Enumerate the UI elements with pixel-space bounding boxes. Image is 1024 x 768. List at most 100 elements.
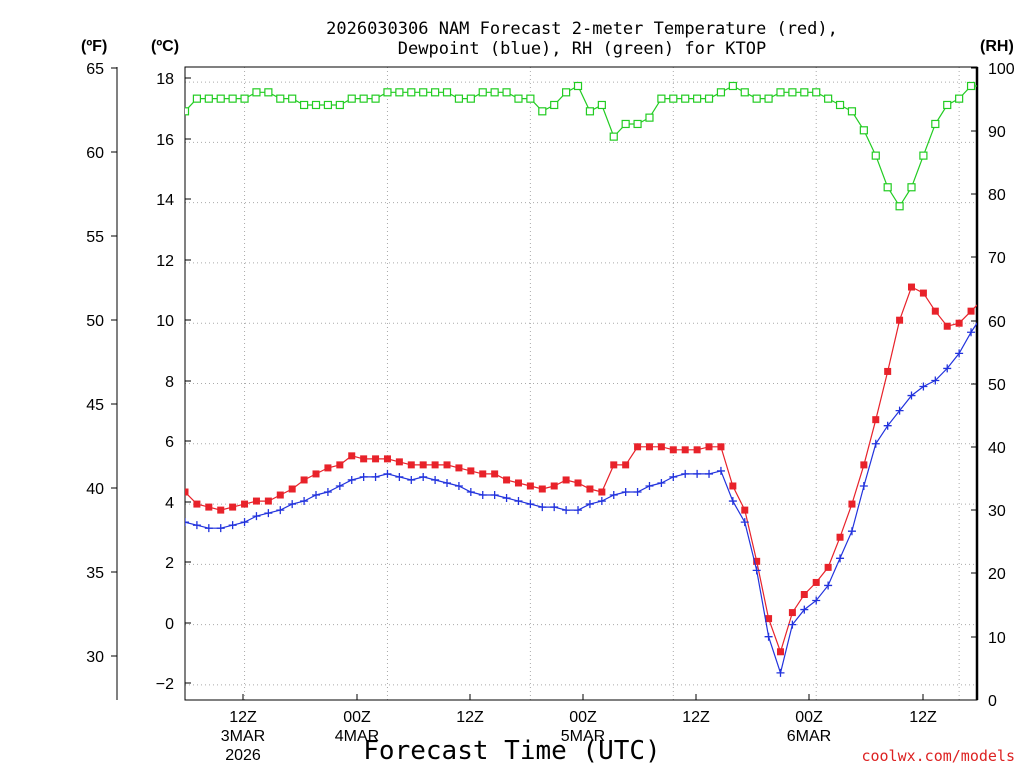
temperature-point-47 [741, 506, 749, 514]
rh-point-49 [764, 94, 773, 103]
rh-point-25 [478, 88, 487, 97]
svg-text:12Z: 12Z [229, 709, 257, 726]
dewpoint-point-56 [847, 527, 856, 536]
dewpoint-point-68 [991, 295, 999, 303]
rh-point-69 [1003, 82, 1010, 89]
celsius-tick-0: 0 [165, 616, 191, 633]
dewpoint-point-31 [550, 503, 559, 512]
temperature-point-7 [264, 497, 272, 505]
svg-text:00Z: 00Z [343, 709, 371, 726]
rh-tick-70: 70 [971, 250, 1006, 267]
rh-tick-90: 90 [971, 124, 1006, 141]
dewpoint-point-32 [562, 506, 571, 515]
temperature-point-26 [491, 470, 499, 478]
dewpoint-point-64 [943, 364, 952, 373]
rh-point-22 [442, 88, 452, 97]
temperature-point-49 [765, 615, 773, 623]
rh-unit-label: (RH) [980, 38, 1014, 55]
rh-point-2 [204, 94, 213, 103]
celsius-tick-12: 12 [156, 253, 191, 270]
dewpoint-point-28 [514, 497, 523, 506]
rh-point-30 [538, 107, 547, 116]
dewpoint-point-37 [621, 488, 630, 497]
temperature-point-13 [336, 461, 344, 469]
svg-text:90: 90 [988, 124, 1006, 141]
rh-point-28 [514, 94, 523, 103]
dewpoint-point-15 [359, 472, 368, 481]
rh-point-35 [597, 100, 606, 110]
dewpoint-point-16 [371, 472, 380, 481]
rh-point-7 [264, 88, 273, 97]
celsius-tick-4: 4 [165, 495, 191, 512]
rh-tick-30: 30 [971, 503, 1006, 520]
temperature-point-54 [824, 563, 832, 571]
svg-text:100: 100 [988, 61, 1015, 78]
svg-text:12Z: 12Z [909, 709, 937, 726]
dewpoint-point-13 [335, 481, 344, 490]
temperature-point-32 [562, 476, 570, 484]
celsius-tick-6: 6 [165, 434, 191, 451]
dewpoint-point-42 [681, 469, 690, 478]
dewpoint-point-25 [478, 491, 487, 500]
svg-text:14: 14 [156, 192, 174, 209]
dewpoint-point-33 [574, 506, 583, 515]
time-tick-00z-4mar: 00Z 4MAR [335, 694, 379, 745]
temperature-point-11 [312, 470, 320, 478]
temperature-point-43 [693, 446, 701, 454]
dewpoint-point-27 [502, 494, 511, 503]
dewpoint-point-0 [185, 518, 189, 527]
rh-tick-40: 40 [971, 440, 1006, 457]
temperature-point-27 [503, 476, 511, 484]
temperature-point-59 [884, 367, 892, 375]
dewpoint-point-12 [323, 488, 332, 497]
dewpoint-point-49 [764, 632, 773, 641]
dewpoint-point-50 [776, 668, 785, 677]
celsius-tick-8: 8 [165, 374, 191, 391]
rh-point-33 [573, 81, 583, 91]
svg-text:−2: −2 [156, 676, 174, 693]
svg-text:60: 60 [86, 145, 104, 162]
dewpoint-point-67 [979, 310, 987, 318]
rh-tick-10: 10 [971, 630, 1006, 647]
rh-tick-80: 80 [971, 187, 1006, 204]
temperature-point-66 [967, 307, 975, 315]
celsius-unit-label: (ºC) [151, 38, 179, 55]
rh-point-6 [252, 88, 261, 97]
temperature-point-45 [717, 443, 725, 451]
dewpoint-point-6 [252, 512, 261, 521]
rh-point-38 [633, 119, 642, 129]
dewpoint-point-29 [526, 500, 535, 509]
dewpoint-point-60 [895, 406, 904, 415]
dewpoint-point-51 [788, 620, 797, 629]
temperature-point-33 [574, 479, 582, 487]
temperature-point-61 [907, 283, 915, 291]
celsius-tick-18: 18 [156, 71, 191, 88]
rh-point-48 [752, 94, 761, 103]
svg-text:18: 18 [156, 71, 174, 88]
dewpoint-point-43 [693, 469, 702, 478]
celsius-tick-10: 10 [156, 313, 191, 330]
dewpoint-point-61 [907, 391, 916, 400]
rh-point-61 [907, 183, 916, 192]
svg-text:5MAR: 5MAR [561, 728, 605, 745]
rh-point-60 [895, 202, 904, 211]
rh-point-42 [681, 94, 690, 103]
dewpoint-point-53 [812, 596, 821, 605]
temperature-point-42 [681, 446, 689, 454]
dewpoint-point-40 [657, 478, 666, 487]
svg-text:00Z: 00Z [569, 709, 597, 726]
rh-point-5 [240, 94, 249, 103]
dewpoint-point-30 [538, 503, 547, 512]
dewpoint-point-14 [347, 475, 356, 484]
fahrenheit-tick-50: 50 [86, 313, 117, 330]
dewpoint-point-26 [490, 491, 499, 500]
temperature-point-5 [241, 500, 249, 508]
fahrenheit-unit-label: (ºF) [81, 38, 107, 55]
grid-lines [185, 67, 977, 700]
dewpoint-point-54 [824, 581, 833, 590]
svg-text:4MAR: 4MAR [335, 728, 379, 745]
svg-text:30: 30 [86, 649, 104, 666]
dewpoint-point-11 [312, 491, 321, 500]
dewpoint-point-46 [728, 497, 737, 506]
